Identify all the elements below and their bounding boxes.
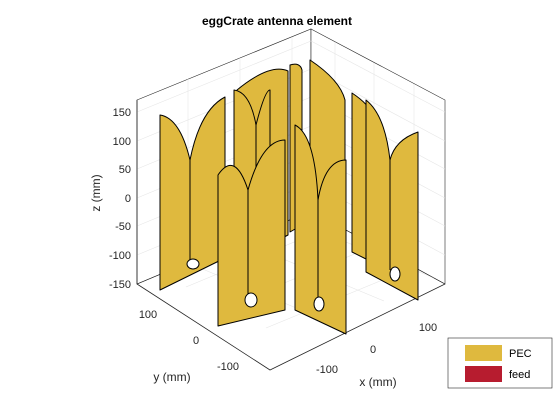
antenna-element — [159, 59, 419, 335]
grid-line-z150-right — [310, 40, 446, 113]
legend-swatch-feed — [465, 366, 502, 382]
x-axis: -100 0 100 x (mm) — [316, 322, 437, 389]
y-tick-label-0: 0 — [193, 335, 199, 347]
y-tick-label-m100: -100 — [217, 361, 239, 373]
z-tick-label-100: 100 — [113, 136, 131, 148]
legend-label-pec: PEC — [509, 348, 532, 360]
pec-plate-left — [159, 96, 226, 291]
pec-feed-hole-right — [389, 266, 401, 282]
z-tick-label-m100: -100 — [109, 250, 131, 262]
legend-swatch-pec — [465, 345, 502, 361]
pec-feed-hole-front-right — [313, 296, 325, 312]
pec-feed-hole-front-left — [244, 292, 258, 308]
z-axis: 150 100 50 0 -50 -100 -150 z (mm) — [89, 100, 138, 291]
z-tick-label-m50: -50 — [115, 221, 131, 233]
z-axis-label: z (mm) — [89, 174, 103, 211]
z-tick-label-50: 50 — [119, 164, 131, 176]
chart-title: eggCrate antenna element — [202, 14, 352, 28]
grid-line-z150-left — [136, 40, 312, 113]
pec-plate-front-left — [217, 139, 286, 327]
pec-plate-right — [365, 99, 419, 301]
legend-label-feed: feed — [509, 369, 530, 381]
x-tick-label-100: 100 — [419, 322, 437, 334]
x-axis-label: x (mm) — [359, 375, 396, 389]
x-tick-label-0: 0 — [370, 344, 376, 356]
y-axis-label: y (mm) — [153, 370, 190, 384]
z-tick-label-m150: -150 — [109, 279, 131, 291]
z-tick-label-150: 150 — [113, 107, 131, 119]
floor-front-edges — [136, 283, 446, 371]
z-tick-label-0: 0 — [125, 193, 131, 205]
y-axis: 100 0 -100 y (mm) — [139, 309, 239, 384]
x-tick-label-m100: -100 — [316, 364, 338, 376]
pec-feed-hole-left — [186, 258, 200, 270]
pec-plate-front-right — [294, 124, 347, 335]
y-tick-label-100: 100 — [139, 309, 157, 321]
legend: PEC feed — [447, 337, 553, 389]
